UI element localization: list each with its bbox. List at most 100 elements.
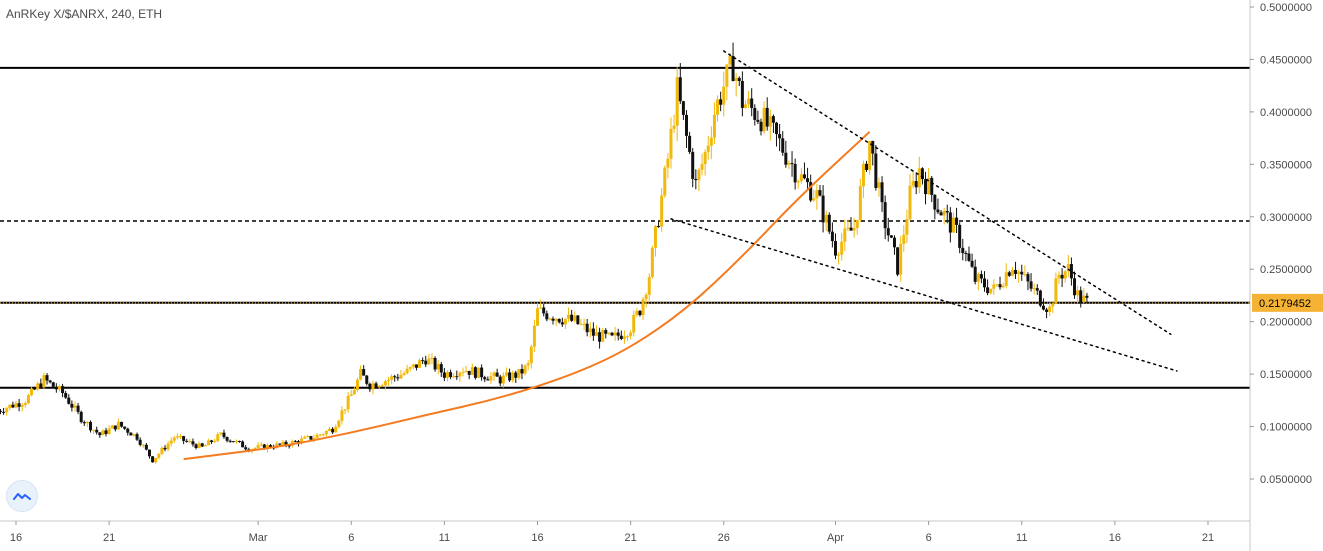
candle-down	[750, 98, 754, 108]
candle-down	[11, 404, 15, 408]
candle-down	[228, 440, 232, 442]
candle-up	[536, 308, 539, 326]
candle-down	[191, 441, 195, 445]
candle-up	[911, 181, 915, 186]
candle-up	[30, 388, 34, 396]
candle-down	[0, 410, 2, 412]
candle-down	[778, 134, 782, 139]
candle-down	[961, 247, 965, 254]
candle-up	[728, 55, 732, 65]
candle-up	[787, 163, 791, 165]
candle-up	[1063, 271, 1067, 279]
candle-down	[365, 375, 369, 384]
candle-up	[716, 99, 720, 115]
candle-down	[64, 393, 68, 398]
candle-down	[545, 313, 549, 320]
candle-up	[334, 426, 338, 433]
candle-down	[775, 122, 779, 135]
time-tick-label: 16	[531, 532, 543, 544]
candle-up	[663, 167, 667, 196]
candle-down	[598, 332, 602, 342]
lower-wedge-trendline[interactable]	[670, 218, 1178, 372]
candle-down	[269, 445, 273, 448]
candle-up	[511, 372, 515, 381]
price-tick-label: 0.3000000	[1260, 212, 1312, 224]
candle-down	[194, 444, 198, 448]
candle-down	[138, 439, 142, 445]
candle-down	[806, 178, 810, 183]
candle-up	[927, 177, 931, 195]
candle-up	[666, 158, 670, 168]
candle-up	[1054, 278, 1058, 304]
candle-up	[157, 453, 161, 458]
candle-up	[8, 404, 12, 409]
candle-down	[874, 153, 878, 188]
candle-up	[725, 64, 729, 87]
candle-down	[765, 107, 769, 127]
candles	[0, 42, 1089, 464]
candle-up	[567, 314, 571, 319]
candle-down	[883, 202, 887, 229]
candle-up	[26, 395, 30, 404]
candle-up	[477, 367, 481, 378]
candle-up	[337, 420, 341, 427]
chart-title: AnRKey X/$ANRX, 240, ETH	[6, 7, 163, 21]
candle-down	[498, 376, 502, 384]
candle-down	[123, 426, 127, 429]
time-tick-label: 16	[1109, 532, 1121, 544]
upper-wedge-trendline[interactable]	[723, 50, 1172, 336]
candle-up	[175, 436, 179, 438]
candle-up	[840, 241, 844, 255]
candle-up	[697, 169, 701, 181]
candle-up	[917, 168, 921, 188]
candle-down	[678, 77, 682, 102]
candle-up	[1082, 295, 1086, 303]
candle-up	[762, 107, 766, 132]
candle-up	[1017, 271, 1021, 274]
candle-up	[992, 284, 996, 289]
candle-up	[1076, 290, 1080, 296]
candle-up	[709, 137, 713, 146]
tradingview-logo-icon[interactable]	[6, 480, 38, 512]
candle-down	[185, 440, 189, 442]
candle-down	[681, 101, 685, 115]
candle-down	[424, 360, 428, 365]
candle-down	[771, 116, 775, 123]
candle-up	[377, 385, 381, 388]
candle-down	[82, 422, 86, 424]
candle-up	[908, 185, 912, 220]
candle-up	[1066, 264, 1070, 272]
candle-down	[998, 284, 1002, 288]
candle-down	[871, 140, 875, 154]
candle-up	[812, 198, 816, 201]
candle-down	[793, 163, 797, 183]
candle-up	[899, 243, 903, 275]
candle-up	[107, 428, 111, 434]
candle-down	[781, 138, 785, 153]
candle-up	[902, 234, 906, 244]
candle-up	[529, 346, 533, 364]
candle-down	[939, 212, 943, 216]
candle-up	[352, 390, 356, 395]
candle-down	[210, 440, 214, 442]
cloud-wave-icon	[13, 493, 31, 500]
candle-down	[33, 388, 37, 390]
candle-up	[942, 210, 946, 216]
candle-down	[284, 441, 288, 446]
candle-down	[374, 383, 378, 388]
candle-down	[551, 318, 555, 321]
candle-down	[449, 372, 453, 378]
candle-down	[51, 382, 55, 387]
candle-down	[610, 332, 614, 336]
parabolic-curve[interactable]	[183, 131, 871, 461]
candle-up	[328, 428, 332, 431]
candle-down	[231, 441, 235, 443]
candle-up	[846, 227, 850, 229]
candle-up	[458, 372, 462, 377]
candle-up	[582, 323, 586, 325]
candle-up	[703, 152, 707, 165]
candle-down	[936, 209, 940, 213]
candle-down	[604, 330, 608, 334]
